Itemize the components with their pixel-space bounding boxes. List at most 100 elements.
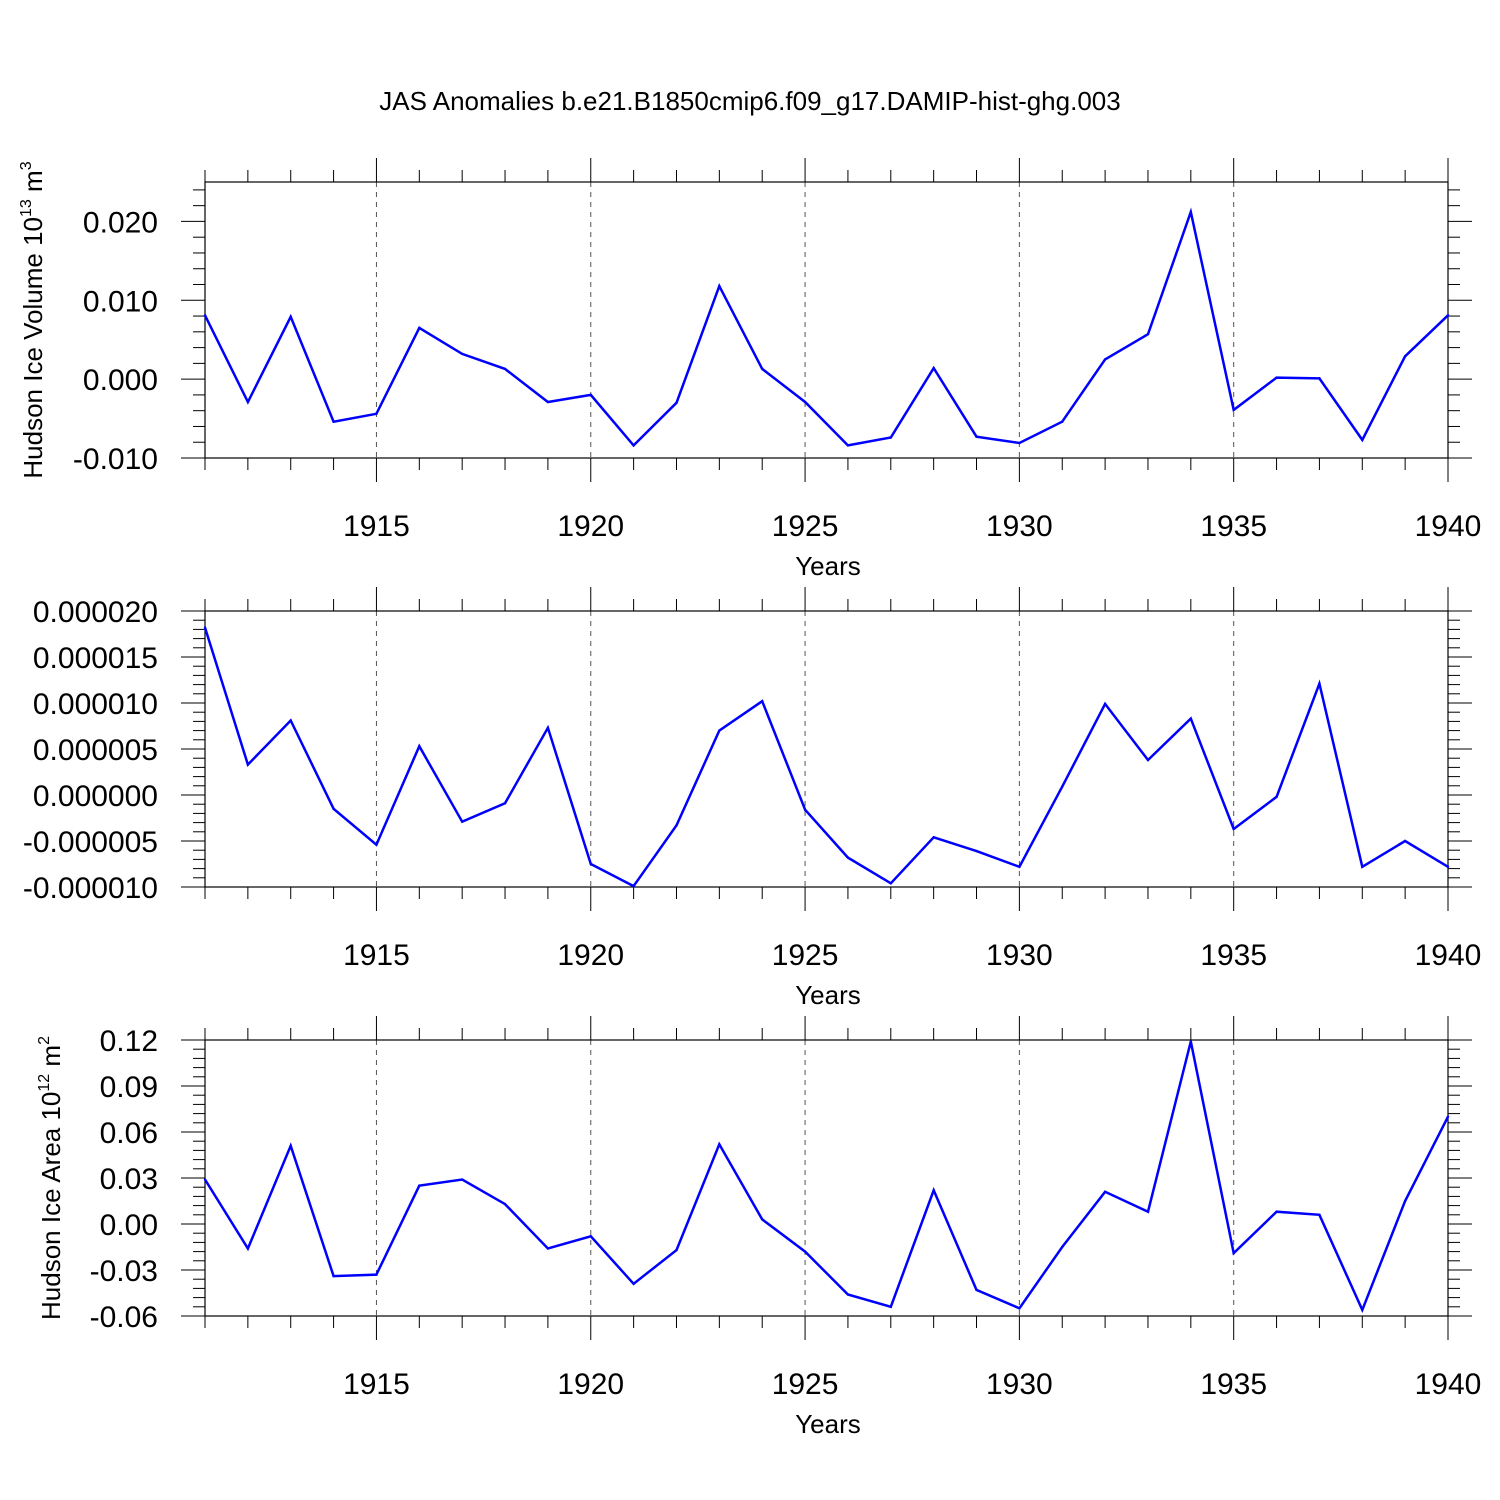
data-point [589,393,592,397]
x-tick-label: 1940 [1415,510,1482,543]
data-point [846,856,850,859]
x-tick-label: 1920 [557,939,624,972]
y-tick-label: 0.020 [83,206,158,239]
data-point [1103,702,1107,706]
y-axis-label-text: Hudson Ice Volume 10 [18,217,48,479]
x-tick-label: 1915 [343,939,410,972]
data-point [1361,438,1364,442]
x-tick-label: 1925 [772,1368,839,1401]
series-line [203,627,1449,888]
x-tick-label: 1915 [343,1368,410,1401]
data-point [1018,441,1021,445]
data-point [889,436,892,439]
data-point [632,884,635,888]
data-point [546,400,550,404]
data-point [1103,1190,1107,1194]
panels: 1915 1920 1925 1930 1935 1940 -0.010 0.000 0.010… [18,158,1481,1439]
x-tick-label: 1930 [986,1368,1053,1401]
data-point [546,726,550,730]
data-point [1275,795,1278,799]
data-point [1146,1210,1150,1213]
data-point [460,820,464,823]
data-point [503,1202,507,1206]
data-point [718,729,721,732]
y-tick-label: 0.000 [83,364,158,397]
data-point [1318,377,1321,380]
data-point [203,314,207,317]
y-axis-label-text: Hudson Ice Area 10 [36,1092,66,1320]
plot-frame [204,610,1449,888]
data-point [761,367,764,371]
y-tick-label: -0.06 [90,1301,158,1334]
x-tick-label: 1940 [1415,1368,1482,1401]
data-point [589,1235,592,1238]
data-point [1446,314,1450,317]
data-point [1361,1308,1364,1312]
y-tick-label: 0.000000 [33,780,158,813]
data-point [1232,1251,1235,1255]
y-tick-label: 0.00 [100,1209,158,1242]
y-axis-label-unit-exponent: 2 [36,1036,53,1045]
data-point [418,745,421,748]
data-point [246,400,250,404]
data-point [375,843,378,846]
data-point [1275,376,1278,379]
y-tick-label: 0.000010 [33,688,158,721]
data-point [289,1144,292,1148]
data-point [975,849,978,853]
x-axis-label: Years [795,551,861,581]
y-axis-label-unit-exponent: 3 [18,161,35,170]
data-point [1318,682,1321,685]
y-tick-label: 0.09 [100,1071,158,1104]
data-point [718,284,721,288]
data-point [1232,408,1235,412]
data-point [332,1274,335,1278]
y-axis-label-exponent: 12 [36,1074,53,1092]
data-point [1446,865,1450,868]
data-point [1061,1245,1064,1249]
x-tick-label: 1935 [1200,939,1267,972]
data-point [1146,758,1150,762]
data-point [460,1178,464,1181]
data-point [803,808,807,811]
data-point [803,1250,807,1253]
data-point [332,420,335,423]
data-point [1018,865,1021,868]
data-point [1061,785,1064,788]
data-point [761,1218,764,1221]
data-point [761,699,764,703]
y-axis-label-exponent: 13 [18,199,35,217]
data-point [1146,332,1150,336]
data-point [246,1247,250,1250]
data-point [589,862,592,866]
x-tick-label: 1940 [1415,939,1482,972]
data-point [932,366,935,370]
panel-1: 1915 1920 1925 1930 1935 1940 -0.010 0.000 0.010… [18,158,1481,581]
data-point [1061,420,1064,423]
data-point [889,1305,892,1309]
data-point [1189,1040,1193,1043]
y-axis-label: Hudson Ice Volume 1013 m3 [18,161,48,478]
data-point [675,1248,678,1252]
data-point [203,626,207,629]
x-axis-label: Years [795,980,861,1010]
y-tick-label: 0.000015 [33,642,158,675]
data-point [503,367,507,371]
x-tick-label: 1930 [986,939,1053,972]
x-tick-label: 1915 [343,510,410,543]
data-point [718,1143,721,1146]
data-point [1275,1210,1278,1213]
data-point [289,719,292,722]
y-tick-label: -0.000005 [23,826,158,859]
data-point [675,824,678,827]
data-point [1446,1115,1450,1118]
data-point [932,836,935,839]
y-tick-label: 0.06 [100,1117,158,1150]
x-tick-label: 1925 [772,939,839,972]
x-tick-label: 1920 [557,510,624,543]
data-point [675,401,678,404]
data-point [289,315,292,319]
data-point [332,807,335,810]
data-point [1232,827,1235,831]
